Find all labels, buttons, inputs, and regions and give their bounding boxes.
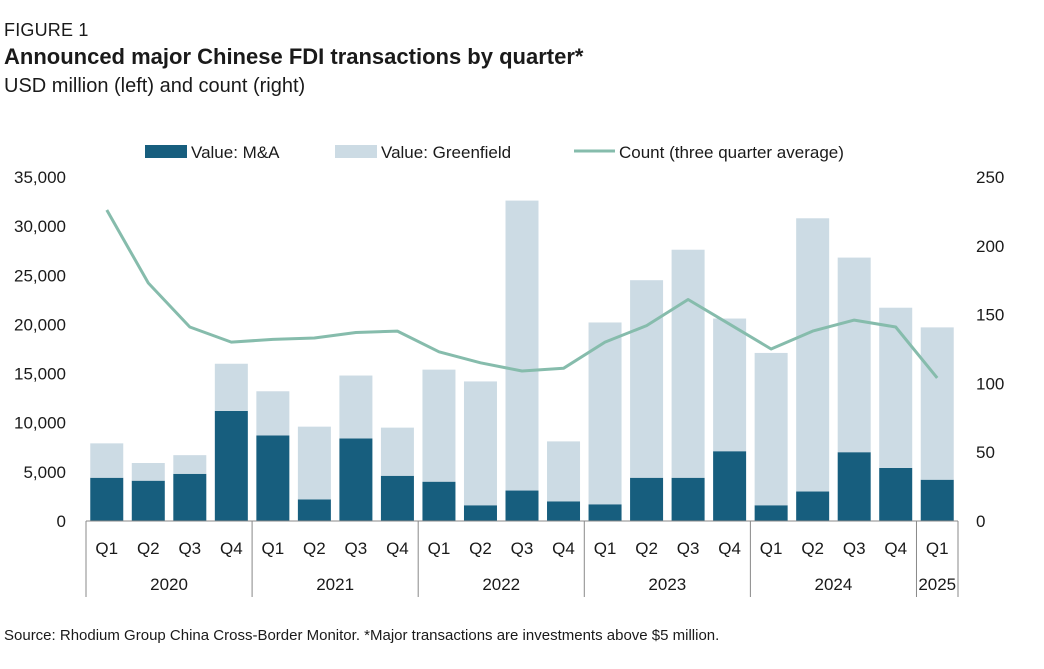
bar-greenfield [380,427,414,476]
bar-ma [463,505,497,521]
y-right-tick-label: 200 [976,237,1004,256]
bar-greenfield [713,318,747,452]
bar-ma [754,505,788,521]
y-left-tick-label: 35,000 [14,168,66,187]
x-tick-label-year: 2025 [918,575,956,594]
bar-ma [505,490,539,521]
bar-greenfield [671,249,705,478]
bar-ma [796,491,830,521]
chart-title: Announced major Chinese FDI transactions… [4,44,584,69]
bar-ma [297,499,331,521]
x-tick-label-quarter: Q4 [884,539,907,558]
chart-subtitle: USD million (left) and count (right) [4,75,306,97]
bar-greenfield [256,391,290,436]
x-tick-label-quarter: Q4 [552,539,575,558]
bar-greenfield [173,455,207,474]
x-tick-label-quarter: Q3 [345,539,368,558]
bar-greenfield [754,352,788,506]
y-left-tick-label: 25,000 [14,266,66,285]
bar-ma [339,438,373,521]
x-tick-label-quarter: Q1 [95,539,118,558]
bar-greenfield [796,218,830,492]
legend-label-count: Count (three quarter average) [619,143,844,162]
legend-swatch-ma [145,145,187,158]
x-tick-label-quarter: Q2 [137,539,160,558]
y-right-tick-label: 150 [976,306,1004,325]
y-left-tick-label: 20,000 [14,315,66,334]
x-tick-label-year: 2023 [648,575,686,594]
bar-greenfield [879,307,913,468]
x-tick-label-year: 2020 [150,575,188,594]
bar-greenfield [630,280,664,478]
bar-ma [713,451,747,521]
bar-greenfield [297,426,331,500]
x-tick-label-quarter: Q1 [594,539,617,558]
bar-greenfield [505,200,539,491]
y-right-tick-label: 0 [976,512,985,531]
y-left-tick-label: 5,000 [23,463,66,482]
y-left-tick-label: 15,000 [14,365,66,384]
bar-greenfield [463,381,497,506]
bar-ma [547,501,581,521]
bar-greenfield [131,463,165,481]
x-tick-label-quarter: Q1 [428,539,451,558]
bar-ma [588,504,622,521]
x-tick-label-quarter: Q4 [220,539,243,558]
bar-ma [131,480,165,521]
x-tick-label-year: 2022 [482,575,520,594]
x-tick-label-quarter: Q1 [926,539,949,558]
bar-ma [630,477,664,521]
bar-ma [256,435,290,521]
bar-greenfield [214,363,248,411]
bar-greenfield [90,443,124,478]
count-line [105,209,939,379]
bar-ma [90,477,124,521]
x-tick-label-quarter: Q2 [801,539,824,558]
x-tick-label-quarter: Q2 [303,539,326,558]
bar-ma [671,477,705,521]
x-tick-label-year: 2024 [815,575,853,594]
bar-greenfield [422,369,456,482]
legend-label-greenfield: Value: Greenfield [381,143,511,162]
x-tick-label-year: 2021 [316,575,354,594]
x-tick-label-quarter: Q1 [262,539,285,558]
legend-swatch-greenfield [335,145,377,158]
y-left-tick-label: 10,000 [14,414,66,433]
legend-label-ma: Value: M&A [191,143,280,162]
x-tick-label-quarter: Q4 [718,539,741,558]
bar-ma [879,467,913,521]
y-left-tick-label: 30,000 [14,217,66,236]
x-tick-label-quarter: Q3 [511,539,534,558]
bar-ma [920,479,954,521]
bar-ma [173,473,207,521]
source-note: Source: Rhodium Group China Cross-Border… [4,627,720,644]
bar-ma [422,481,456,521]
y-right-tick-label: 250 [976,168,1004,187]
x-tick-label-quarter: Q1 [760,539,783,558]
bar-greenfield [920,327,954,480]
y-right-tick-label: 100 [976,374,1004,393]
bar-greenfield [588,322,622,505]
y-right-tick-label: 50 [976,443,995,462]
bar-greenfield [837,257,871,453]
x-tick-label-quarter: Q3 [677,539,700,558]
figure-label: FIGURE 1 [4,20,89,40]
x-tick-label-quarter: Q2 [635,539,658,558]
x-tick-label-quarter: Q2 [469,539,492,558]
x-tick-label-quarter: Q4 [386,539,409,558]
y-left-tick-label: 0 [57,512,66,531]
x-tick-label-quarter: Q3 [178,539,201,558]
bar-ma [380,475,414,521]
bar-greenfield [547,441,581,502]
bar-ma [214,410,248,521]
bar-ma [837,452,871,521]
bar-greenfield [339,375,373,439]
x-tick-label-quarter: Q3 [843,539,866,558]
